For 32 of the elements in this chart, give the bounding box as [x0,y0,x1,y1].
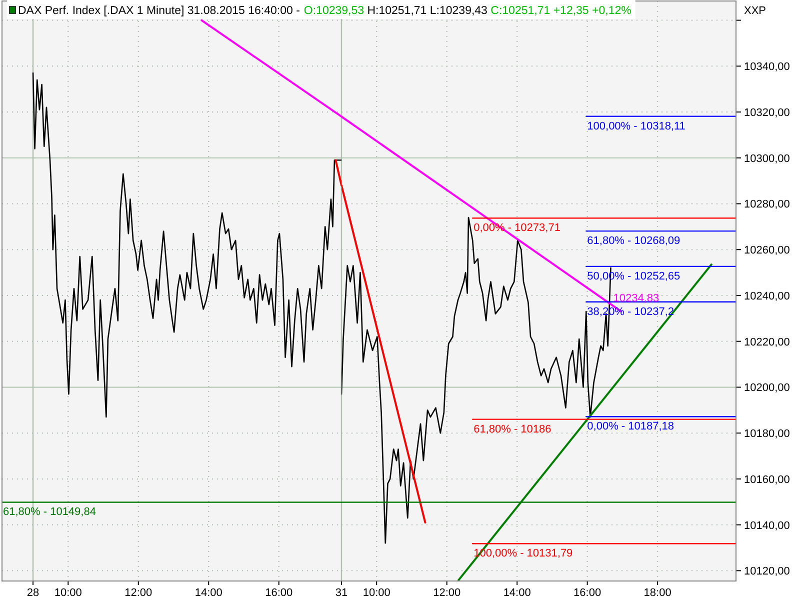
x-tick-label: 18:00 [644,587,672,599]
y-axis-title: XXP [744,5,766,17]
x-tick-label: 31 [335,587,348,599]
y-tick-label: 10240,00 [744,290,790,302]
x-tick-label: 10:00 [362,587,390,599]
y-tick-label: 10280,00 [744,198,790,211]
y-tick-label: 10320,00 [744,107,790,119]
x-tick-label: 10:00 [54,587,82,599]
x-tick-label: 16:00 [265,587,293,599]
series-label: 0,00% - 10187,18 [587,420,674,433]
text: DAX Perf. Index [.DAX 1 Minute] 31.08.2015 16:40:00 - [18,5,300,17]
x-tick-label: 12:00 [124,587,152,599]
y-tick-label: 10200,00 [744,382,790,394]
y-tick-label: 10300,00 [744,152,790,165]
series-label: 61,80% - 10186 [474,423,552,436]
series-label: 10234,83 [613,292,660,305]
y-tick-label: 10140,00 [744,520,790,532]
y-tick-label: 10220,00 [744,336,790,348]
y-tick-label: 10120,00 [744,566,790,578]
series-label: 100,00% - 10318,11 [587,120,686,132]
y-tick-label: 10340,00 [744,61,790,74]
y-tick-label: 10160,00 [744,474,790,486]
x-tick-label: 12:00 [433,587,461,599]
x-tick-label: 28 [26,587,40,599]
x-tick-label: 14:00 [194,587,222,599]
y-tick-label: 10180,00 [744,428,790,440]
series-label: 61,80% - 10268,09 [587,235,680,248]
y-tick-label: 10260,00 [744,244,790,257]
x-tick-label: 14:00 [503,587,531,599]
x-tick-label: 16:00 [574,587,602,599]
text: O:10239,53 H:10251,71 L:10239,43 C:10251,71 +12,35 +0,12% [304,5,632,17]
series-label: 61,80% - 10149,84 [3,506,96,518]
